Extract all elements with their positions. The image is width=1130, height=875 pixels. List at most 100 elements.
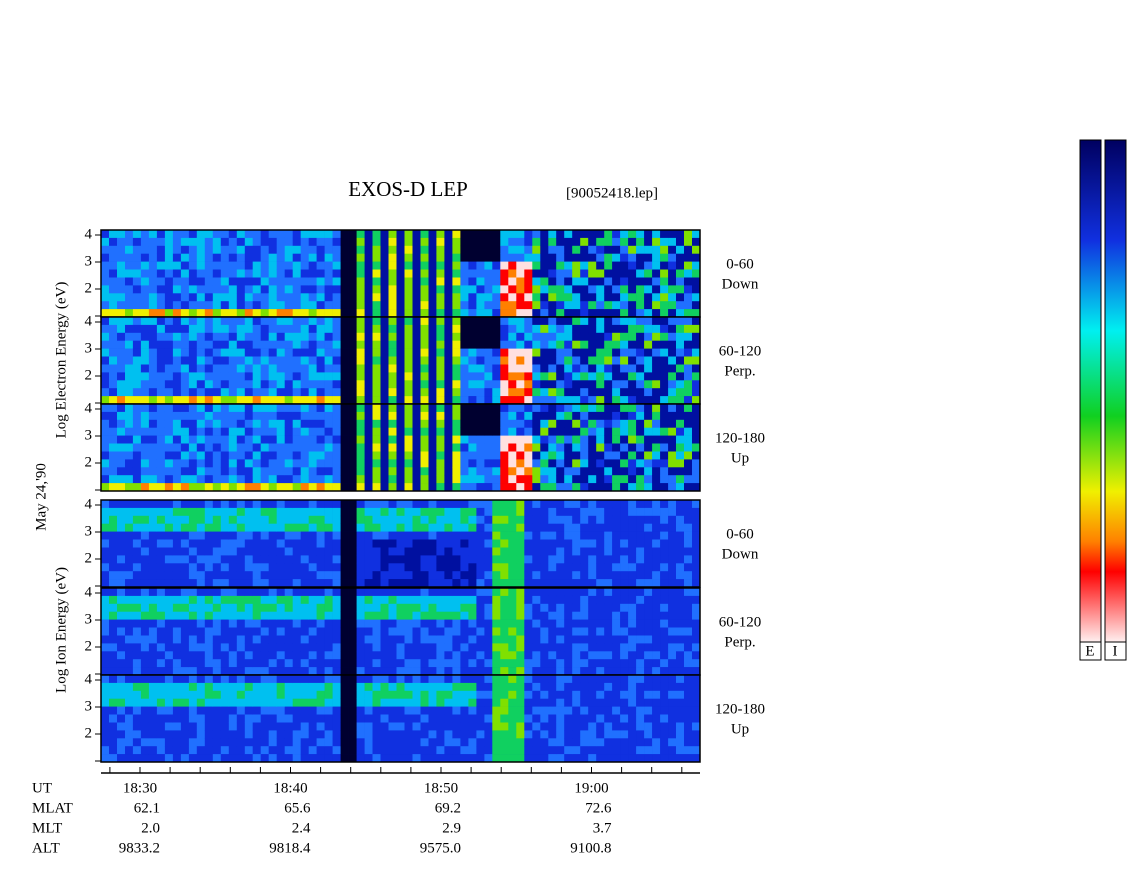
spectrogram-cell [316,500,325,509]
spectrogram-cell [548,507,557,517]
spectrogram-cell [109,682,118,692]
spectrogram-cell [412,388,421,397]
spectrogram-cell [420,547,429,556]
spectrogram-cell [412,643,421,652]
spectrogram-cell [516,277,525,286]
spectrogram-cell [676,261,685,270]
spectrogram-cell [140,754,150,763]
spectrogram-cell [620,698,629,707]
spectrogram-cell [101,443,110,452]
spectrogram-cell [380,475,389,484]
spectrogram-cell [156,659,166,668]
spectrogram-cell [228,730,238,739]
spectrogram-cell [588,309,597,318]
spectrogram-cell [212,364,222,373]
spectrogram-cell [109,698,118,707]
spectrogram-cell [292,698,301,707]
spectrogram-cell [420,269,429,278]
spectrogram-cell [284,277,293,286]
spectrogram-cell [604,285,613,294]
spectrogram-cell [532,309,541,318]
spectrogram-cell [364,475,373,484]
spectrogram-cell [220,245,230,254]
spectrogram-cell [180,230,190,239]
spectrogram-cell [404,411,413,421]
spectrogram-cell [220,531,230,540]
spectrogram-cell [492,595,501,605]
spectrogram-cell [172,324,182,334]
spectrogram-cell [396,754,405,763]
spectrogram-cell [420,253,429,262]
spectrogram-cell [172,722,182,731]
spectrogram-cell [268,324,277,334]
spectrogram-cell [596,738,605,747]
spectrogram-cell [428,332,437,341]
spectrogram-cell [516,253,525,262]
spectrogram-cell [132,500,142,509]
spectrogram-cell [348,706,357,715]
spectrogram-cell [300,427,309,436]
spectrogram-cell [604,301,613,310]
spectrogram-cell [332,722,341,731]
spectrogram-cell [484,388,493,397]
spectrogram-cell [412,547,421,556]
spectrogram-cell [644,388,653,397]
spectrogram-cell [204,364,214,373]
spectrogram-cell [188,388,198,397]
spectrogram-cell [636,348,645,357]
spectrogram-cell [148,364,158,373]
spectrogram-cell [492,667,501,676]
spectrogram-cell [676,245,685,254]
spectrogram-cell [564,269,573,278]
spectrogram-cell [684,317,693,326]
spectrogram-cell [524,690,533,699]
spectrogram-cell [125,588,134,597]
spectrogram-cell [396,627,405,636]
spectrogram-cell [300,714,309,723]
spectrogram-cell [348,404,357,413]
spectrogram-cell [308,245,317,254]
spectrogram-cell [324,500,333,509]
spectrogram-cell [109,245,118,254]
colorbar-label-box [1104,641,1127,661]
spectrogram-cell [396,611,405,620]
spectrogram-cell [524,611,533,620]
spectrogram-cell [308,324,317,334]
spectrogram-cell [156,411,166,421]
spectrogram-cell [132,635,142,644]
spectrogram-cell [156,230,166,239]
spectrogram-cell [508,588,517,597]
spectrogram-cell [660,635,669,644]
spectrogram-cell [364,667,373,676]
spectrogram-cell [388,675,397,684]
spectrogram-cell [508,619,517,628]
spectrogram-cell [332,317,341,326]
spectrogram-cell [572,388,581,397]
spectrogram-cell [276,435,285,444]
spectrogram-cell [668,293,677,302]
spectrogram-cell [140,643,150,652]
spectrogram-cell [636,285,645,294]
spectrogram-cell [308,635,317,644]
spectrogram-cell [620,515,629,524]
spectrogram-cell [109,475,118,484]
spectrogram-cell [372,722,381,731]
spectrogram-cell [308,380,317,389]
spectrogram-cell [292,603,301,612]
spectrogram-cell [580,507,589,517]
spectrogram-cell [524,714,533,723]
spectrogram-cell [101,539,110,548]
spectrogram-cell [588,475,597,484]
spectrogram-cell [516,364,525,373]
spectrogram-cell [420,738,429,747]
spectrogram-cell [500,730,509,739]
spectrogram-cell [308,269,317,278]
spectrogram-cell [628,643,637,652]
spectrogram-cell [452,611,461,620]
spectrogram-cell [644,667,653,676]
spectrogram-cell [636,555,645,564]
spectrogram-cell [468,404,477,413]
spectrogram-cell [564,237,573,247]
spectrogram-cell [228,507,238,517]
spectrogram-cell [620,579,629,588]
